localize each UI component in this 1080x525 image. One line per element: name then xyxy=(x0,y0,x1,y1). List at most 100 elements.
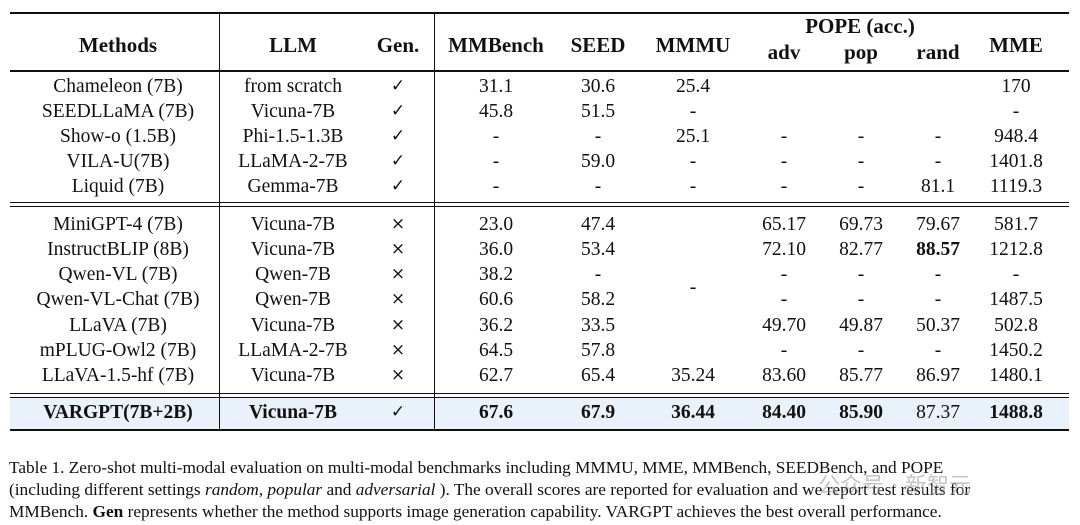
cell-method: VILA-U(7B) xyxy=(66,151,170,172)
cell-gen: × xyxy=(390,289,406,309)
header-pop: pop xyxy=(844,40,878,64)
cell-mmmu: - xyxy=(689,277,697,298)
header-adv: adv xyxy=(767,40,801,64)
caption-italic-random: random xyxy=(204,480,259,500)
cell-gen: × xyxy=(390,214,406,234)
cell-mme: 1487.5 xyxy=(989,289,1043,310)
cell-method: LLaVA-1.5-hf (7B) xyxy=(41,365,195,386)
cell-adv: - xyxy=(780,176,788,197)
cell-rand: 88.57 xyxy=(916,239,960,260)
caption-line-3: MMBench. Gen represents whether the meth… xyxy=(9,501,1073,523)
cell-pop: - xyxy=(857,176,865,197)
cell-adv: - xyxy=(780,289,788,310)
cell-mmbench: 38.2 xyxy=(478,264,514,285)
cell-seed: 57.8 xyxy=(580,340,616,361)
vargpt-top-rule xyxy=(10,393,1069,395)
cell-method: VARGPT(7B+2B) xyxy=(43,402,193,423)
cell-llm: from scratch xyxy=(244,76,342,97)
cell-method: MiniGPT-4 (7B) xyxy=(53,214,183,235)
cell-gen: ✓ xyxy=(390,126,406,146)
caption-bold-gen: Gen xyxy=(92,502,124,522)
cell-mme: 1488.8 xyxy=(989,402,1043,423)
cell-mme: 1119.3 xyxy=(989,176,1043,197)
cell-gen: ✓ xyxy=(390,76,406,96)
cell-seed: 33.5 xyxy=(580,315,616,336)
cell-adv: 72.10 xyxy=(762,239,806,260)
caption-italic-adversarial: adversarial xyxy=(355,480,436,500)
caption-text: and xyxy=(322,480,356,500)
caption-line-2: (including different settings random, po… xyxy=(9,479,1073,501)
cell-rand: - xyxy=(934,289,942,310)
cell-adv: 49.70 xyxy=(762,315,806,336)
header-mmbench: MMBench xyxy=(448,33,544,57)
cell-mmbench: - xyxy=(492,126,500,147)
cell-seed: 47.4 xyxy=(580,214,616,235)
cell-mmmu: - xyxy=(689,101,697,122)
cell-mme: 581.7 xyxy=(994,214,1038,235)
cell-mme: 502.8 xyxy=(994,315,1038,336)
cell-pop: 69.73 xyxy=(839,214,883,235)
cell-adv: 84.40 xyxy=(762,402,806,423)
cell-seed: 65.4 xyxy=(580,365,616,386)
cell-pop: - xyxy=(857,289,865,310)
cell-seed: 58.2 xyxy=(580,289,616,310)
cell-mmbench: - xyxy=(492,176,500,197)
caption-italic-popular: popular xyxy=(267,480,323,500)
cell-adv: 65.17 xyxy=(762,214,806,235)
cell-gen: ✓ xyxy=(390,402,406,422)
header-pope-group: POPE (acc.) xyxy=(805,14,915,38)
cell-mme: 1401.8 xyxy=(989,151,1043,172)
header-llm: LLM xyxy=(269,33,317,57)
cell-mme: 948.4 xyxy=(994,126,1038,147)
cell-mmmu: 25.1 xyxy=(675,126,711,147)
highlight-row-vargpt xyxy=(10,397,1069,429)
header-bottom-rule xyxy=(10,70,1069,72)
cell-mmbench: 36.2 xyxy=(478,315,514,336)
caption-text: ). The overall scores are reported for e… xyxy=(435,480,971,500)
cell-adv: - xyxy=(780,264,788,285)
cell-llm: Vicuna-7B xyxy=(250,315,336,336)
header-methods: Methods xyxy=(78,33,158,57)
cell-mme: - xyxy=(1012,264,1020,285)
header-gen: Gen. xyxy=(376,33,420,57)
cell-gen: × xyxy=(390,340,406,360)
cell-mme: - xyxy=(1012,101,1020,122)
cell-llm: Phi-1.5-1.3B xyxy=(242,126,344,147)
caption-text: represents whether the method supports i… xyxy=(123,502,942,522)
caption-text: , xyxy=(258,480,268,500)
cell-seed: 51.5 xyxy=(580,101,616,122)
cell-adv: 83.60 xyxy=(762,365,806,386)
cell-llm: Vicuna-7B xyxy=(250,365,336,386)
cell-llm: LLaMA-2-7B xyxy=(238,151,348,172)
cell-mmbench: 23.0 xyxy=(478,214,514,235)
cell-mmbench: 64.5 xyxy=(478,340,514,361)
cell-gen: ✓ xyxy=(390,101,406,121)
cell-adv: - xyxy=(780,126,788,147)
cell-seed: - xyxy=(594,264,602,285)
header-rand: rand xyxy=(916,40,960,64)
cell-mmbench: 60.6 xyxy=(478,289,514,310)
cell-rand: - xyxy=(934,264,942,285)
cell-pop: 85.90 xyxy=(839,402,883,423)
top-rule xyxy=(10,12,1069,14)
caption-text: MMBench. xyxy=(9,502,93,522)
cell-seed: 67.9 xyxy=(580,402,616,423)
cell-pop: 85.77 xyxy=(839,365,883,386)
cell-mme: 170 xyxy=(1001,76,1031,97)
cell-seed: 30.6 xyxy=(580,76,616,97)
cell-mme: 1212.8 xyxy=(989,239,1043,260)
cell-pop: - xyxy=(857,126,865,147)
cell-rand: 87.37 xyxy=(916,402,960,423)
cell-method: Qwen-VL-Chat (7B) xyxy=(36,289,200,310)
cell-gen: ✓ xyxy=(390,151,406,171)
cell-rand: 79.67 xyxy=(916,214,960,235)
vertical-separator xyxy=(434,14,435,429)
cell-mme: 1480.1 xyxy=(989,365,1043,386)
cell-method: SEEDLLaMA (7B) xyxy=(41,101,195,122)
cell-llm: LLaMA-2-7B xyxy=(238,340,348,361)
cell-rand: - xyxy=(934,340,942,361)
cell-mmbench: 45.8 xyxy=(478,101,514,122)
header-mme: MME xyxy=(989,33,1043,57)
caption-text: (including different settings xyxy=(9,480,205,500)
cell-adv: - xyxy=(780,151,788,172)
